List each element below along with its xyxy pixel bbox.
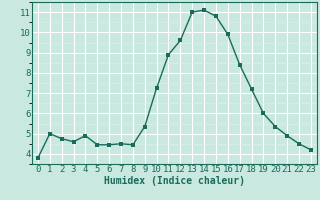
X-axis label: Humidex (Indice chaleur): Humidex (Indice chaleur) — [104, 176, 245, 186]
